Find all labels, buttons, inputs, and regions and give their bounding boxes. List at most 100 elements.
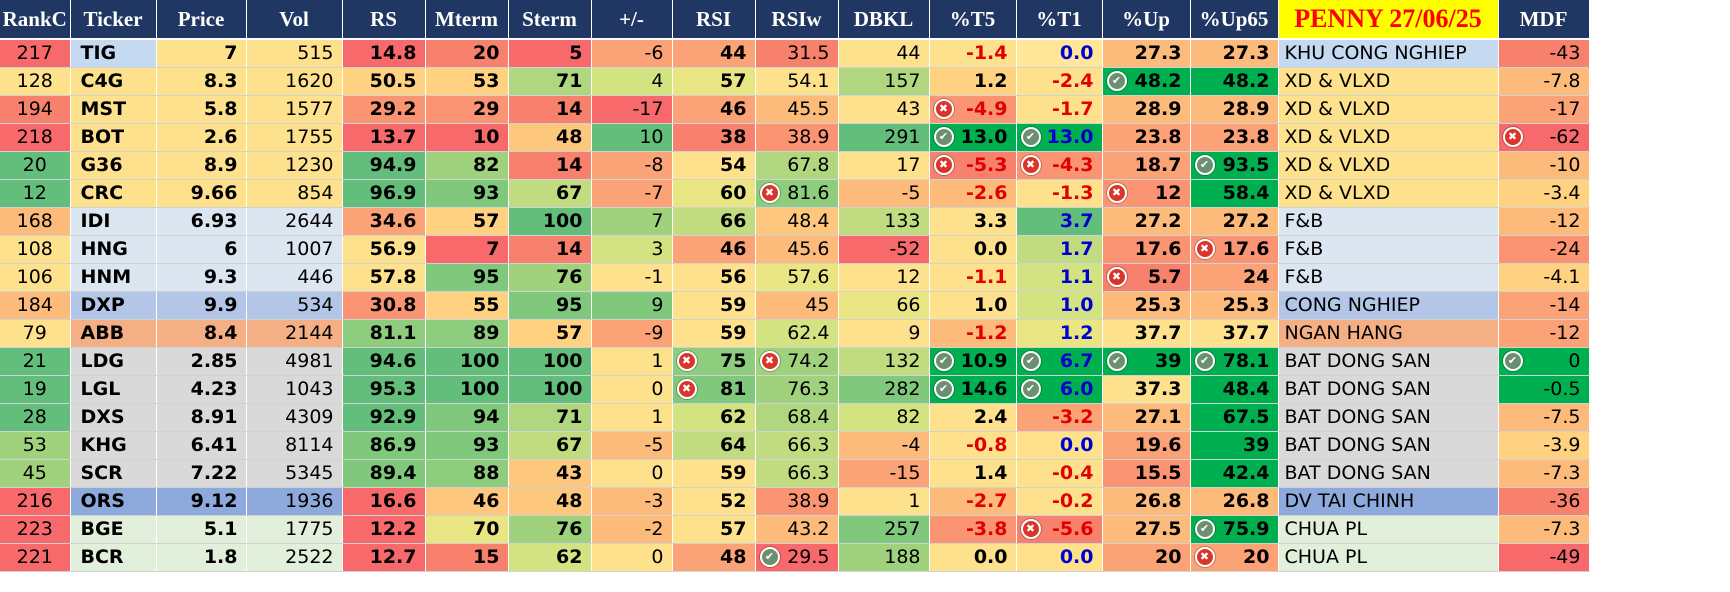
mdf-cell[interactable]: -7.3 [1498,459,1590,488]
ticker-cell[interactable]: ABB [70,319,157,348]
rsi-cell[interactable]: 64 [672,431,756,460]
rs-cell[interactable]: 56.9 [342,235,426,264]
mdf-cell[interactable]: -3.4 [1498,179,1590,208]
table-row[interactable]: 223 BGE 5.1 1775 12.2 70 76 -2 57 43.2 257 -3.8 ✖ -5.… [0,515,1590,544]
rank-cell[interactable]: 221 [0,543,71,572]
rsiw-cell[interactable]: ✖ 81.6 [755,179,839,208]
table-row[interactable]: 79 ABB 8.4 2144 81.1 89 57 -9 59 62.4 9 -1.2 1.2 37.7… [0,319,1590,348]
up65-cell[interactable]: ✔ 78.1 [1190,347,1279,376]
change-cell[interactable]: -7 [591,179,673,208]
rsiw-cell[interactable]: 68.4 [755,403,839,432]
mdf-cell[interactable]: -17 [1498,95,1590,124]
up-cell[interactable]: ✖ 5.7 [1102,263,1191,292]
table-row[interactable]: 217 TIG 7 515 14.8 20 5 -6 44 31.5 44 -1.4 0.0 27.3 27… [0,39,1590,68]
rsiw-cell[interactable]: 38.9 [755,487,839,516]
t5-cell[interactable]: 1.2 [929,67,1017,96]
mdf-cell[interactable]: -4.1 [1498,263,1590,292]
rsi-cell[interactable]: 57 [672,515,756,544]
rank-cell[interactable]: 53 [0,431,71,460]
ticker-cell[interactable]: HNM [70,263,157,292]
ticker-cell[interactable]: BOT [70,123,157,152]
up65-cell[interactable]: ✔ 93.5 [1190,151,1279,180]
change-cell[interactable]: -5 [591,431,673,460]
rank-cell[interactable]: 106 [0,263,71,292]
ticker-cell[interactable]: BCR [70,543,157,572]
rsiw-cell[interactable]: ✔ 29.5 [755,543,839,572]
dbkl-cell[interactable]: 1 [838,487,930,516]
sterm-cell[interactable]: 62 [508,543,592,572]
t5-cell[interactable]: -2.6 [929,179,1017,208]
price-cell[interactable]: 6.93 [156,207,247,236]
price-cell[interactable]: 8.91 [156,403,247,432]
t1-cell[interactable]: ✖ -5.6 [1016,515,1103,544]
mdf-cell[interactable]: -10 [1498,151,1590,180]
dbkl-cell[interactable]: 66 [838,291,930,320]
price-cell[interactable]: 7.22 [156,459,247,488]
rsi-cell[interactable]: 44 [672,39,756,68]
dbkl-cell[interactable]: 43 [838,95,930,124]
rs-cell[interactable]: 12.7 [342,543,426,572]
rs-cell[interactable]: 50.5 [342,67,426,96]
rsiw-cell[interactable]: 45.5 [755,95,839,124]
table-row[interactable]: 194 MST 5.8 1577 29.2 29 14 -17 46 45.5 43 ✖ -4.9 -1.… [0,95,1590,124]
change-cell[interactable]: 0 [591,459,673,488]
rs-cell[interactable]: 13.7 [342,123,426,152]
ticker-cell[interactable]: C4G [70,67,157,96]
price-cell[interactable]: 2.6 [156,123,247,152]
ticker-cell[interactable]: IDI [70,207,157,236]
t1-cell[interactable]: 1.2 [1016,319,1103,348]
vol-cell[interactable]: 1936 [246,487,343,516]
rsi-cell[interactable]: 54 [672,151,756,180]
price-cell[interactable]: 9.66 [156,179,247,208]
col-mdf-header[interactable]: MDF [1498,0,1590,40]
dbkl-cell[interactable]: 291 [838,123,930,152]
dbkl-cell[interactable]: 132 [838,347,930,376]
mterm-cell[interactable]: 29 [425,95,509,124]
mterm-cell[interactable]: 53 [425,67,509,96]
vol-cell[interactable]: 534 [246,291,343,320]
up65-cell[interactable]: 42.4 [1190,459,1279,488]
mdf-cell[interactable]: -0.5 [1498,375,1590,404]
mterm-cell[interactable]: 46 [425,487,509,516]
mterm-cell[interactable]: 15 [425,543,509,572]
mterm-cell[interactable]: 93 [425,431,509,460]
t5-cell[interactable]: 2.4 [929,403,1017,432]
up65-cell[interactable]: 37.7 [1190,319,1279,348]
price-cell[interactable]: 6.41 [156,431,247,460]
mterm-cell[interactable]: 10 [425,123,509,152]
sector-cell[interactable]: DV TAI CHINH [1278,487,1499,516]
up-cell[interactable]: 27.2 [1102,207,1191,236]
dbkl-cell[interactable]: -15 [838,459,930,488]
ticker-cell[interactable]: LGL [70,375,157,404]
ticker-cell[interactable]: DXS [70,403,157,432]
t1-cell[interactable]: 0.0 [1016,543,1103,572]
sterm-cell[interactable]: 95 [508,291,592,320]
sterm-cell[interactable]: 100 [508,347,592,376]
up-cell[interactable]: 15.5 [1102,459,1191,488]
sterm-cell[interactable]: 100 [508,375,592,404]
rs-cell[interactable]: 89.4 [342,459,426,488]
sterm-cell[interactable]: 14 [508,235,592,264]
price-cell[interactable]: 6 [156,235,247,264]
change-cell[interactable]: -6 [591,39,673,68]
rank-cell[interactable]: 45 [0,459,71,488]
rsi-cell[interactable]: 60 [672,179,756,208]
sterm-cell[interactable]: 71 [508,403,592,432]
mterm-cell[interactable]: 88 [425,459,509,488]
dbkl-cell[interactable]: 9 [838,319,930,348]
t1-cell[interactable]: 1.1 [1016,263,1103,292]
sector-cell[interactable]: XD & VLXD [1278,123,1499,152]
sector-cell[interactable]: F&B [1278,263,1499,292]
vol-cell[interactable]: 4981 [246,347,343,376]
sector-cell[interactable]: XD & VLXD [1278,151,1499,180]
rs-cell[interactable]: 16.6 [342,487,426,516]
t1-cell[interactable]: 1.0 [1016,291,1103,320]
rsi-cell[interactable]: 57 [672,67,756,96]
rsiw-cell[interactable]: 54.1 [755,67,839,96]
mdf-cell[interactable]: -12 [1498,207,1590,236]
rs-cell[interactable]: 29.2 [342,95,426,124]
table-row[interactable]: 20 G36 8.9 1230 94.9 82 14 -8 54 67.8 17 ✖ -5.3 ✖ -4.3… [0,151,1590,180]
t5-cell[interactable]: ✖ -4.9 [929,95,1017,124]
vol-cell[interactable]: 4309 [246,403,343,432]
t1-cell[interactable]: ✖ -4.3 [1016,151,1103,180]
